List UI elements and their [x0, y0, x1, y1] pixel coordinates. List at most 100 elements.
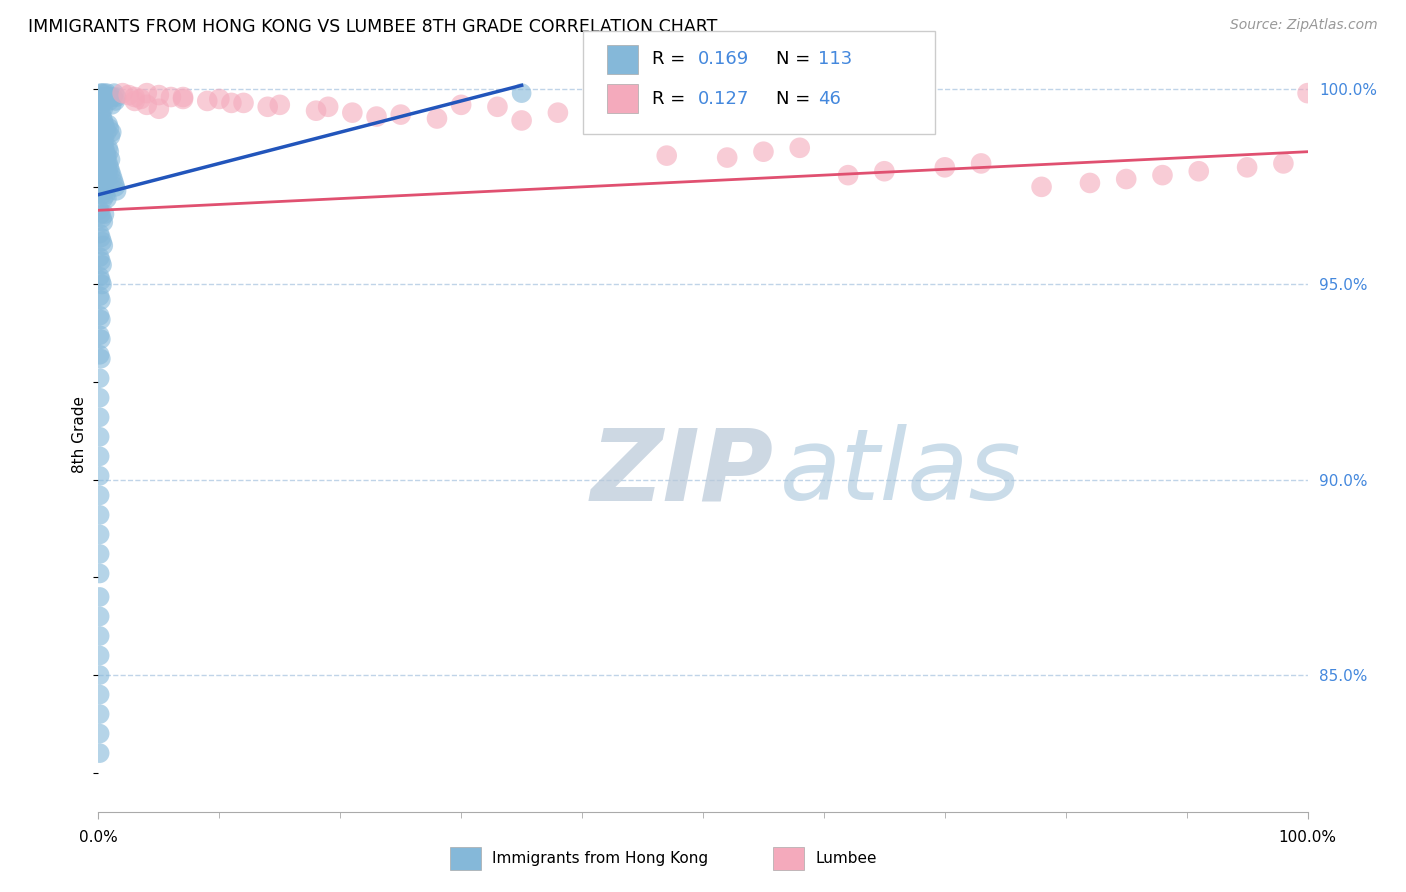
Point — [96, 192, 118, 206]
Text: 0.127: 0.127 — [697, 89, 749, 108]
Point — [94, 187, 117, 202]
Point — [486, 100, 509, 114]
Point — [91, 168, 114, 182]
Point — [1236, 161, 1258, 175]
Point — [89, 309, 111, 323]
Point — [89, 161, 111, 175]
Point — [232, 95, 254, 110]
Point — [873, 164, 896, 178]
Point — [148, 102, 170, 116]
Point — [89, 179, 111, 194]
Point — [90, 164, 112, 178]
Point — [89, 391, 111, 405]
Point — [89, 203, 111, 218]
Point — [89, 707, 111, 722]
Point — [89, 688, 111, 702]
Point — [97, 156, 120, 170]
Point — [160, 90, 183, 104]
Point — [305, 103, 328, 118]
Point — [90, 86, 112, 100]
Point — [94, 90, 117, 104]
Point — [90, 254, 112, 268]
Point — [89, 250, 111, 264]
Point — [91, 215, 114, 229]
Point — [89, 527, 111, 541]
Point — [90, 184, 112, 198]
Point — [91, 211, 114, 226]
Point — [129, 92, 152, 106]
Point — [100, 164, 122, 178]
Point — [98, 161, 121, 175]
Point — [105, 184, 128, 198]
Point — [89, 726, 111, 740]
Point — [96, 153, 118, 167]
Point — [93, 117, 115, 131]
Point — [93, 184, 115, 198]
Text: Source: ZipAtlas.com: Source: ZipAtlas.com — [1230, 18, 1378, 32]
Point — [90, 351, 112, 366]
Point — [1188, 164, 1211, 178]
Point — [89, 629, 111, 643]
Point — [93, 133, 115, 147]
Point — [1078, 176, 1101, 190]
Point — [426, 112, 449, 126]
Point — [1115, 172, 1137, 186]
Point — [221, 95, 243, 110]
Point — [94, 145, 117, 159]
Point — [93, 94, 115, 108]
Point — [104, 179, 127, 194]
Point — [124, 90, 146, 104]
Point — [269, 98, 291, 112]
Point — [256, 100, 278, 114]
Point — [90, 117, 112, 131]
Point — [172, 90, 194, 104]
Point — [1296, 86, 1319, 100]
Point — [98, 94, 121, 108]
Point — [89, 410, 111, 425]
Point — [118, 88, 141, 103]
Point — [89, 328, 111, 343]
Point — [389, 107, 412, 121]
Point — [91, 145, 114, 159]
Point — [89, 609, 111, 624]
Point — [91, 136, 114, 151]
Point — [89, 668, 111, 682]
Point — [90, 207, 112, 221]
Point — [510, 86, 533, 100]
Point — [98, 145, 121, 159]
Point — [93, 141, 115, 155]
Point — [89, 508, 111, 522]
Point — [342, 105, 364, 120]
Point — [89, 269, 111, 284]
Point — [90, 293, 112, 307]
Point — [104, 94, 127, 108]
Point — [90, 332, 112, 346]
Point — [91, 277, 114, 292]
Point — [98, 121, 121, 136]
Point — [96, 86, 118, 100]
Point — [100, 129, 122, 144]
Point — [101, 90, 124, 104]
Point — [91, 238, 114, 252]
Point — [97, 117, 120, 131]
Point — [510, 113, 533, 128]
Point — [100, 90, 122, 104]
Point — [96, 125, 118, 139]
Text: N =: N = — [776, 50, 815, 69]
Point — [94, 121, 117, 136]
Point — [100, 98, 122, 112]
Y-axis label: 8th Grade: 8th Grade — [72, 396, 87, 474]
Point — [101, 172, 124, 186]
Point — [124, 94, 146, 108]
Point — [91, 90, 114, 104]
Point — [1152, 168, 1174, 182]
Text: Immigrants from Hong Kong: Immigrants from Hong Kong — [492, 851, 709, 866]
Point — [89, 547, 111, 561]
Point — [96, 172, 118, 186]
Point — [208, 92, 231, 106]
Text: ZIP: ZIP — [591, 425, 773, 521]
Point — [547, 105, 569, 120]
Point — [91, 110, 114, 124]
Point — [89, 348, 111, 362]
Point — [93, 164, 115, 178]
